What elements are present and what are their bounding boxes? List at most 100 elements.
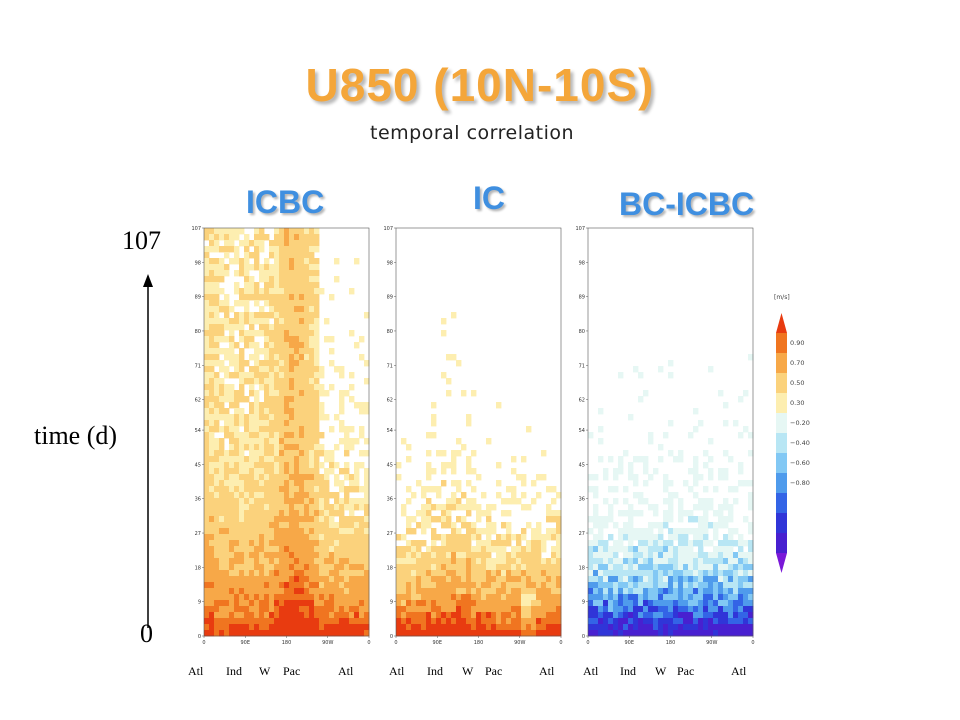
heatmap-cell <box>593 588 599 595</box>
heatmap-cell <box>314 594 320 601</box>
heatmap-cell <box>314 330 320 337</box>
heatmap-cell <box>224 300 230 307</box>
heatmap-cell <box>436 618 442 625</box>
x-tick-label: 180 <box>666 640 676 646</box>
heatmap-cell <box>224 558 230 565</box>
heatmap-cell <box>678 564 684 571</box>
heatmap-cell <box>324 504 330 511</box>
heatmap-cell <box>314 294 320 301</box>
heatmap-cell <box>309 258 315 265</box>
heatmap-cell <box>668 558 674 565</box>
heatmap-cell <box>588 516 594 523</box>
heatmap-cell <box>541 540 547 547</box>
heatmap-cell <box>309 342 315 349</box>
heatmap-cell <box>284 360 290 367</box>
heatmap-cell <box>234 564 240 571</box>
heatmap-cell <box>229 450 235 457</box>
heatmap-cell <box>593 612 599 619</box>
heatmap-cell <box>501 522 507 529</box>
heatmap-cell <box>209 438 215 445</box>
heatmap-cell <box>209 228 215 235</box>
heatmap-cell <box>289 606 295 613</box>
heatmap-cell <box>284 498 290 505</box>
heatmap-cell <box>209 462 215 469</box>
heatmap-cell <box>309 486 315 493</box>
heatmap-cell <box>396 564 402 571</box>
heatmap-cell <box>239 474 245 481</box>
heatmap-cell <box>648 552 654 559</box>
heatmap-cell <box>294 468 300 475</box>
heatmap-cell <box>279 612 285 619</box>
heatmap-cell <box>249 582 255 589</box>
heatmap-cell <box>406 540 412 547</box>
heatmap-cell <box>526 558 532 565</box>
heatmap-cell <box>314 528 320 535</box>
heatmap-cell <box>551 552 557 559</box>
heatmap-cell <box>214 486 220 493</box>
heatmap-cell <box>254 414 260 421</box>
y-tick-label: 18 <box>387 565 393 571</box>
heatmap-cell <box>239 582 245 589</box>
heatmap-cell <box>633 630 639 637</box>
heatmap-cell <box>451 522 457 529</box>
heatmap-cell <box>274 330 280 337</box>
heatmap-cell <box>209 528 215 535</box>
heatmap-cell <box>526 624 532 631</box>
heatmap-cell <box>244 486 250 493</box>
heatmap-cell <box>269 504 275 511</box>
heatmap-cells <box>204 228 370 637</box>
heatmap-cell <box>344 462 350 469</box>
heatmap-cell <box>264 366 270 373</box>
heatmap-cell <box>244 444 250 451</box>
heatmap-cell <box>299 504 305 511</box>
heatmap-cell <box>204 492 210 499</box>
heatmap-cell <box>244 474 250 481</box>
heatmap-cell <box>214 288 220 295</box>
heatmap-cell <box>314 504 320 511</box>
heatmap-cell <box>249 576 255 583</box>
heatmap-cell <box>234 570 240 577</box>
heatmap-cell <box>229 624 235 631</box>
heatmap-cell <box>603 606 609 613</box>
heatmap-cell <box>209 552 215 559</box>
heatmap-cell <box>289 282 295 289</box>
heatmap-cell <box>466 528 472 535</box>
heatmap-cell <box>209 402 215 409</box>
heatmap-cell <box>526 594 532 601</box>
heatmap-cell <box>598 606 604 613</box>
heatmap-cell <box>204 444 210 451</box>
heatmap-cell <box>294 432 300 439</box>
heatmap-cell <box>204 456 210 463</box>
heatmap-cell <box>456 504 462 511</box>
heatmap-cell <box>339 480 345 487</box>
heatmap-cell <box>593 594 599 601</box>
heatmap-cell <box>556 528 562 535</box>
time-bottom-label: 0 <box>140 619 153 648</box>
heatmap-cell <box>279 462 285 469</box>
heatmap-cell <box>521 480 527 487</box>
heatmap-cell <box>329 564 335 571</box>
heatmap-cell <box>364 618 370 625</box>
heatmap-cell <box>309 576 315 583</box>
heatmap-cell <box>214 264 220 271</box>
heatmap-cell <box>209 372 215 379</box>
heatmap-cell <box>486 624 492 631</box>
heatmap-cell <box>304 618 310 625</box>
heatmap-cell <box>633 600 639 607</box>
heatmap-cell <box>436 534 442 541</box>
heatmap-cell <box>219 366 225 373</box>
heatmap-cell <box>713 486 719 493</box>
heatmap-cell <box>204 324 210 331</box>
heatmap-cell <box>324 534 330 541</box>
heatmap-cell <box>204 594 210 601</box>
heatmap-cell <box>431 486 437 493</box>
heatmap-cell <box>613 624 619 631</box>
heatmap-cell <box>456 486 462 493</box>
heatmap-cell <box>214 438 220 445</box>
heatmap-cell <box>708 570 714 577</box>
heatmap-cell <box>668 450 674 457</box>
heatmap-cell <box>708 576 714 583</box>
heatmap-cell <box>324 600 330 607</box>
heatmap-cell <box>723 552 729 559</box>
heatmap-cell <box>623 522 629 529</box>
